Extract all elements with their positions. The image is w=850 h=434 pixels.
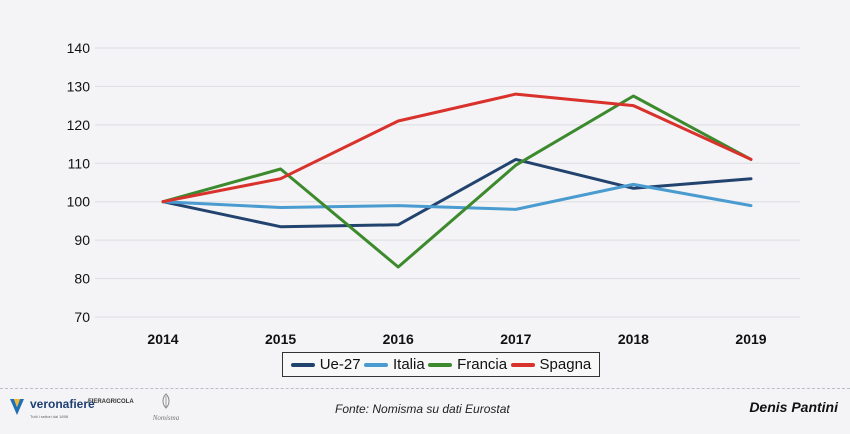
legend-item-italia: Italia xyxy=(363,356,425,373)
legend-label-spagna: Spagna xyxy=(539,356,592,373)
y-tick-label-140: 140 xyxy=(67,40,91,56)
x-tick-label-2018: 2018 xyxy=(618,331,649,347)
legend-label-italia: Italia xyxy=(392,356,425,373)
chart-legend: Ue-27 Italia Francia Spagna xyxy=(282,352,600,377)
y-tick-label-130: 130 xyxy=(67,78,91,94)
footer: veronafiere Tutti i settori dal 1898 FIE… xyxy=(0,389,850,434)
footer-divider xyxy=(0,388,850,390)
y-tick-label-70: 70 xyxy=(74,309,90,325)
y-tick-label-90: 90 xyxy=(74,232,90,248)
x-tick-label-2015: 2015 xyxy=(265,331,296,347)
nomisma-logo-text: Nomisma xyxy=(152,414,180,422)
veronafiere-logo: veronafiere Tutti i settori dal 1898 xyxy=(8,395,95,419)
gridlines xyxy=(95,47,800,318)
x-axis-ticks: 2014 2015 2016 2017 2018 2019 xyxy=(147,331,766,347)
nomisma-logo: Nomisma xyxy=(150,393,182,422)
x-tick-label-2019: 2019 xyxy=(735,331,766,347)
y-tick-label-100: 100 xyxy=(67,194,91,210)
source-note: Fonte: Nomisma su dati Eurostat xyxy=(335,402,510,416)
series-line-francia xyxy=(161,94,753,269)
author-name: Denis Pantini xyxy=(749,399,838,415)
legend-swatch-italia xyxy=(363,362,388,367)
x-tick-label-2014: 2014 xyxy=(147,331,178,347)
legend-item-francia: Francia xyxy=(428,356,507,373)
legend-item-ue27: Ue-27 xyxy=(290,356,361,373)
legend-item-spagna: Spagna xyxy=(510,356,592,373)
legend-swatch-ue27 xyxy=(290,362,315,367)
veronafiere-logo-text: veronafiere xyxy=(30,397,95,411)
series-line-spagna xyxy=(161,92,753,204)
y-tick-label-110: 110 xyxy=(68,155,91,171)
x-tick-label-2017: 2017 xyxy=(500,331,531,347)
series-line-italia xyxy=(161,182,753,211)
x-tick-label-2016: 2016 xyxy=(383,331,414,347)
veronafiere-mark-icon xyxy=(10,399,24,415)
fieragricola-logo: FIERAGRICOLA xyxy=(88,399,134,405)
y-axis-ticks: 70 80 90 100 110 120 130 140 xyxy=(67,40,91,325)
y-tick-label-120: 120 xyxy=(67,117,91,133)
legend-label-francia: Francia xyxy=(457,356,508,373)
legend-swatch-francia xyxy=(428,362,453,367)
nomisma-emblem-icon xyxy=(162,393,170,409)
legend-label-ue27: Ue-27 xyxy=(319,356,361,373)
series-lines xyxy=(161,92,753,269)
legend-swatch-spagna xyxy=(510,362,535,367)
y-tick-label-80: 80 xyxy=(74,271,90,287)
veronafiere-logo-sub: Tutti i settori dal 1898 xyxy=(30,414,69,419)
